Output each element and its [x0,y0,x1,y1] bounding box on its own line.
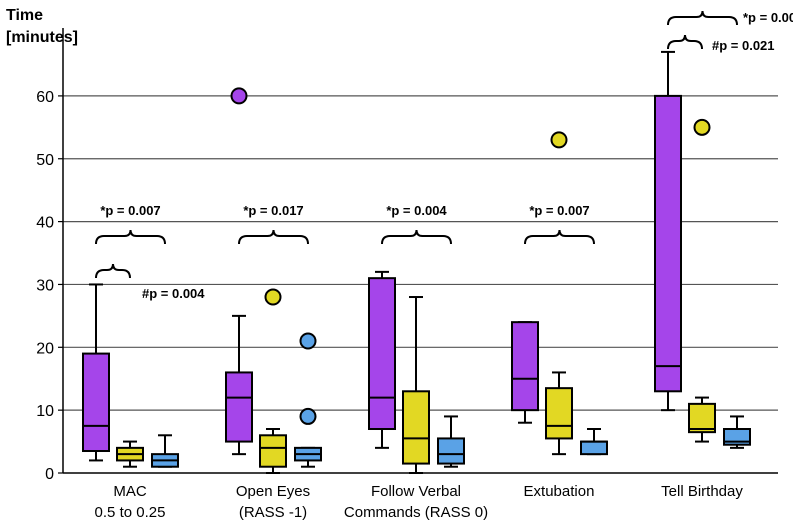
box-iqr [580,440,608,456]
box-4-0 [654,50,682,412]
significance-bracket [667,34,703,50]
box-1-0 [225,87,253,456]
y-tick-label: 20 [36,340,54,357]
x-category-label: 0.5 to 0.25 [95,504,166,521]
box-0-2 [151,434,179,468]
y-tick-label: 10 [36,403,54,420]
x-category-label: Extubation [524,483,595,500]
box-iqr [225,371,253,443]
box-iqr [368,277,396,431]
y-tick-label: 30 [36,277,54,294]
outlier-point [230,87,248,105]
significance-bracket [95,263,131,279]
outlier-point [299,407,317,425]
box-iqr [437,437,465,465]
significance-label: *p = 0.017 [243,203,303,218]
significance-label: #p = 0.021 [712,38,775,53]
outlier-point [693,118,711,136]
y-tick-label: 60 [36,89,54,106]
x-category-label: Open Eyes [236,483,310,500]
box-iqr [545,387,573,440]
y-axis-label: [minutes] [6,29,78,46]
box-2-2 [437,415,465,468]
box-4-1 [688,118,716,443]
x-category-label: Tell Birthday [661,483,743,500]
y-tick-label: 50 [36,152,54,169]
box-iqr [688,402,716,434]
outlier-point [264,288,282,306]
x-category-labels: MAC 0.5 to 0.25 Open Eyes (RASS -1) Follow V… [95,483,744,521]
box-iqr [259,434,287,468]
y-tick-label: 40 [36,215,54,232]
box-0-0 [82,283,110,462]
y-tick-label: 0 [45,466,54,483]
box-3-1 [545,131,573,456]
y-axis-label: Time [6,7,43,24]
significance-bracket [381,229,452,245]
boxes [82,50,751,474]
box-iqr [511,321,539,412]
outlier-point [550,131,568,149]
significance-bracket [524,229,595,245]
box-1-2 [294,332,322,468]
box-4-2 [723,415,751,449]
box-3-2 [580,428,608,456]
x-category-label: (RASS -1) [239,504,307,521]
significance-label: #p = 0.004 [142,286,205,301]
significance-bracket [238,229,309,245]
box-1-1 [259,288,287,474]
box-2-1 [402,296,430,474]
box-iqr [82,352,110,453]
significance-label: *p = 0.008 [743,10,793,25]
gridlines [63,95,778,411]
box-iqr [654,94,682,393]
x-category-label: MAC [113,483,147,500]
box-0-1 [116,440,144,468]
significance-annotations: *p = 0.007 #p = 0.004 *p = 0.017 *p = 0.004… [95,10,793,301]
box-2-0 [368,270,396,449]
significance-label: *p = 0.007 [100,203,160,218]
box-iqr [402,390,430,465]
outlier-point [299,332,317,350]
y-tick-labels: 0 10 20 30 40 50 60 [36,89,63,483]
significance-bracket [95,229,166,245]
box-3-0 [511,321,539,424]
significance-label: *p = 0.007 [529,203,589,218]
x-category-label: Commands (RASS 0) [344,504,488,521]
significance-bracket [667,10,738,26]
x-category-label: Follow Verbal [371,483,461,500]
significance-label: *p = 0.004 [386,203,447,218]
